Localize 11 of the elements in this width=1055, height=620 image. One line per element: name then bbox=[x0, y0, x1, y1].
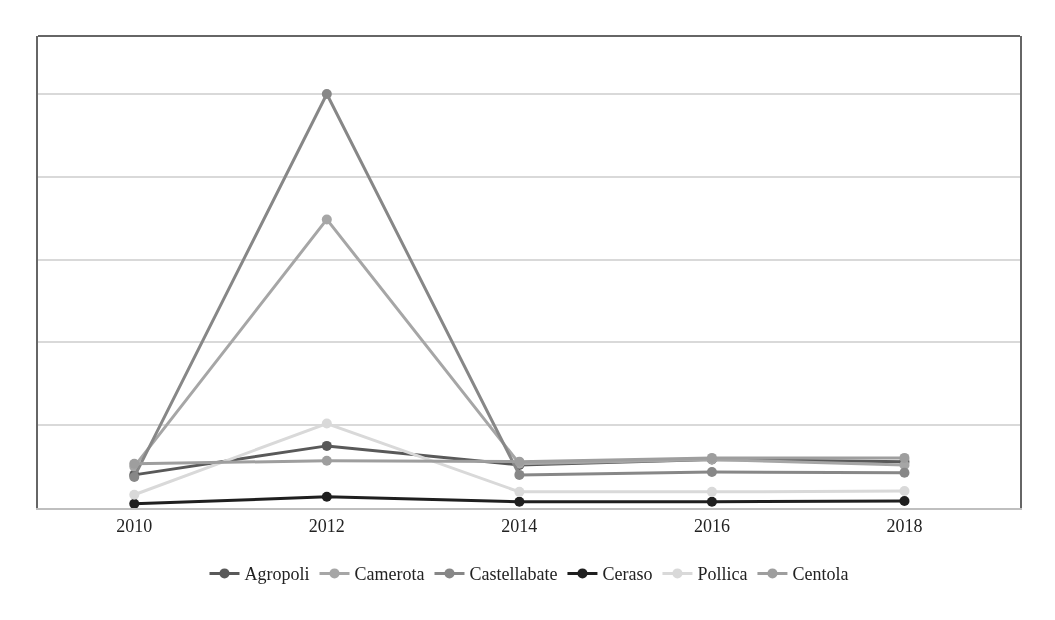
legend-label: Agropoli bbox=[244, 564, 310, 585]
x-tick-label: 2018 bbox=[886, 515, 923, 536]
x-tick-label: 2010 bbox=[116, 515, 153, 536]
legend-label: Castellabate bbox=[469, 564, 558, 585]
x-tick-label: 2016 bbox=[693, 515, 730, 536]
x-tick-label: 2012 bbox=[308, 515, 345, 536]
x-tick-label: 2014 bbox=[501, 515, 538, 536]
legend-label: Pollica bbox=[697, 564, 748, 585]
legend-label: Ceraso bbox=[602, 564, 653, 585]
legend-label: Centola bbox=[792, 564, 849, 585]
legend-label: Camerota bbox=[354, 564, 425, 585]
